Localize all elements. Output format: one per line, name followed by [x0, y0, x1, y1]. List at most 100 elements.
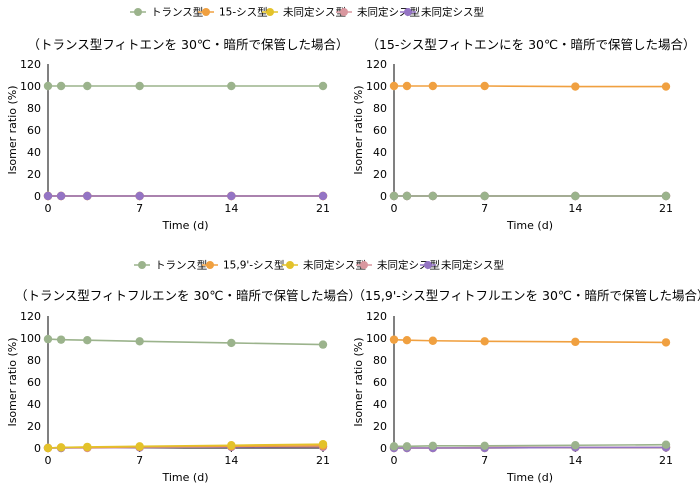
- x-axis-title: Time (d): [162, 471, 209, 484]
- legend-marker: [424, 261, 432, 269]
- legend-item: 未同定シス型: [356, 259, 440, 272]
- x-tick-label: 0: [391, 202, 398, 215]
- legend-label: 未同定シス型: [377, 259, 440, 272]
- data-point: [428, 191, 438, 201]
- legend-label: 未同定シス型: [283, 6, 346, 19]
- y-tick-label: 100: [20, 332, 41, 345]
- y-tick-label: 40: [27, 398, 41, 411]
- legend-label: 15,9'-シス型: [223, 259, 285, 272]
- x-axis-title: Time (d): [506, 219, 553, 232]
- chart-title: （15-シス型フィトエンにを 30℃・暗所で保管した場合）: [366, 37, 695, 52]
- series-line: [389, 81, 671, 91]
- x-tick-label: 14: [224, 202, 238, 215]
- data-point: [56, 443, 66, 452]
- series-line: [389, 335, 671, 347]
- legend-label: トランス型: [155, 259, 207, 272]
- legend-0: トランス型 15-シス型 未同定シス型 未同定シス型 未同定シス型: [130, 6, 484, 19]
- y-tick-label: 0: [34, 190, 41, 203]
- y-tick-label: 120: [20, 310, 41, 323]
- data-point: [56, 81, 66, 91]
- data-point: [135, 442, 144, 451]
- legend-label: 未同定シス型: [357, 6, 420, 19]
- data-point: [135, 191, 144, 201]
- data-point: [318, 191, 328, 201]
- y-tick-label: 80: [27, 102, 41, 115]
- data-point: [389, 442, 399, 451]
- y-axis-title: Isomer ratio (%): [6, 85, 19, 174]
- y-tick-label: 100: [20, 80, 41, 93]
- data-point: [43, 81, 53, 91]
- data-point: [135, 337, 144, 346]
- data-point: [56, 335, 66, 344]
- legend-marker: [206, 261, 214, 269]
- chart-3: （15,9'-シス型フィトフルエンを 30℃・暗所で保管した場合） 0 20 40 60…: [352, 288, 700, 484]
- chart-0: （トランス型フィトエンを 30℃・暗所で保管した場合） 0 20 40 60 80 100 1…: [6, 37, 348, 232]
- x-tick-label: 7: [481, 202, 488, 215]
- legend-item: 未同定シス型: [282, 259, 366, 272]
- y-axis-title: Isomer ratio (%): [352, 337, 365, 426]
- legend-item: 未同定シス型: [400, 6, 484, 19]
- chart-1: （15-シス型フィトエンにを 30℃・暗所で保管した場合） 0 20 40 60 80 10…: [352, 37, 696, 232]
- legend-marker: [360, 261, 368, 269]
- data-point: [43, 334, 53, 344]
- data-point: [227, 81, 236, 91]
- legend-marker: [286, 261, 294, 269]
- x-tick-label: 7: [136, 202, 143, 215]
- data-point: [318, 81, 328, 91]
- legend-marker: [138, 261, 146, 269]
- data-point: [480, 81, 489, 91]
- y-tick-label: 120: [366, 58, 387, 71]
- x-axis-title: Time (d): [162, 219, 209, 232]
- chart-title: （15,9'-シス型フィトフルエンを 30℃・暗所で保管した場合）: [353, 288, 700, 303]
- data-point: [83, 191, 92, 201]
- x-tick-label: 7: [136, 454, 143, 467]
- legend-1: トランス型 15,9'-シス型 未同定シス型 未同定シス型 未同定シス型: [134, 259, 504, 272]
- legend-label: 未同定シス型: [441, 259, 504, 272]
- data-point: [428, 336, 438, 345]
- y-tick-label: 40: [27, 146, 41, 159]
- y-tick-label: 40: [373, 146, 387, 159]
- x-tick-label: 7: [481, 454, 488, 467]
- y-tick-label: 80: [27, 354, 41, 367]
- y-tick-label: 60: [27, 124, 41, 137]
- legend-item: 15-シス型: [198, 6, 268, 19]
- x-tick-label: 21: [659, 454, 673, 467]
- y-tick-label: 80: [373, 102, 387, 115]
- data-point: [83, 81, 92, 91]
- x-tick-label: 14: [224, 454, 238, 467]
- x-tick-label: 21: [316, 454, 330, 467]
- data-point: [43, 443, 53, 453]
- legend-item: 未同定シス型: [262, 6, 346, 19]
- legend-item: トランス型: [130, 6, 203, 19]
- data-point: [227, 338, 236, 348]
- legend-label: 未同定シス型: [421, 6, 484, 19]
- y-tick-label: 120: [20, 58, 41, 71]
- x-tick-label: 0: [45, 202, 52, 215]
- legend-label: トランス型: [151, 6, 203, 19]
- x-tick-label: 14: [568, 202, 582, 215]
- y-tick-label: 60: [373, 124, 387, 137]
- y-tick-label: 20: [27, 420, 41, 433]
- x-tick-label: 0: [45, 454, 52, 467]
- data-point: [402, 336, 412, 345]
- y-tick-label: 0: [380, 190, 387, 203]
- series-line: [389, 440, 671, 451]
- series-line: [43, 334, 328, 349]
- data-point: [56, 191, 66, 201]
- data-point: [480, 441, 489, 450]
- data-point: [571, 82, 580, 91]
- x-tick-label: 0: [391, 454, 398, 467]
- y-tick-label: 20: [27, 168, 41, 181]
- data-point: [480, 191, 489, 201]
- y-tick-label: 40: [373, 398, 387, 411]
- data-point: [571, 191, 580, 201]
- legend-marker: [134, 8, 142, 16]
- y-axis-title: Isomer ratio (%): [6, 337, 19, 426]
- series-line: [43, 81, 328, 91]
- data-point: [318, 340, 328, 349]
- data-point: [83, 336, 92, 345]
- chart-2: （トランス型フィトフルエンを 30℃・暗所で保管した場合） 0 20 40 60 80 10…: [6, 288, 361, 484]
- legend-item: 未同定シス型: [420, 259, 504, 272]
- data-point: [83, 442, 92, 452]
